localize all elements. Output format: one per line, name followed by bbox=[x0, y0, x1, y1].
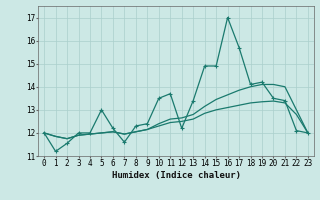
X-axis label: Humidex (Indice chaleur): Humidex (Indice chaleur) bbox=[111, 171, 241, 180]
